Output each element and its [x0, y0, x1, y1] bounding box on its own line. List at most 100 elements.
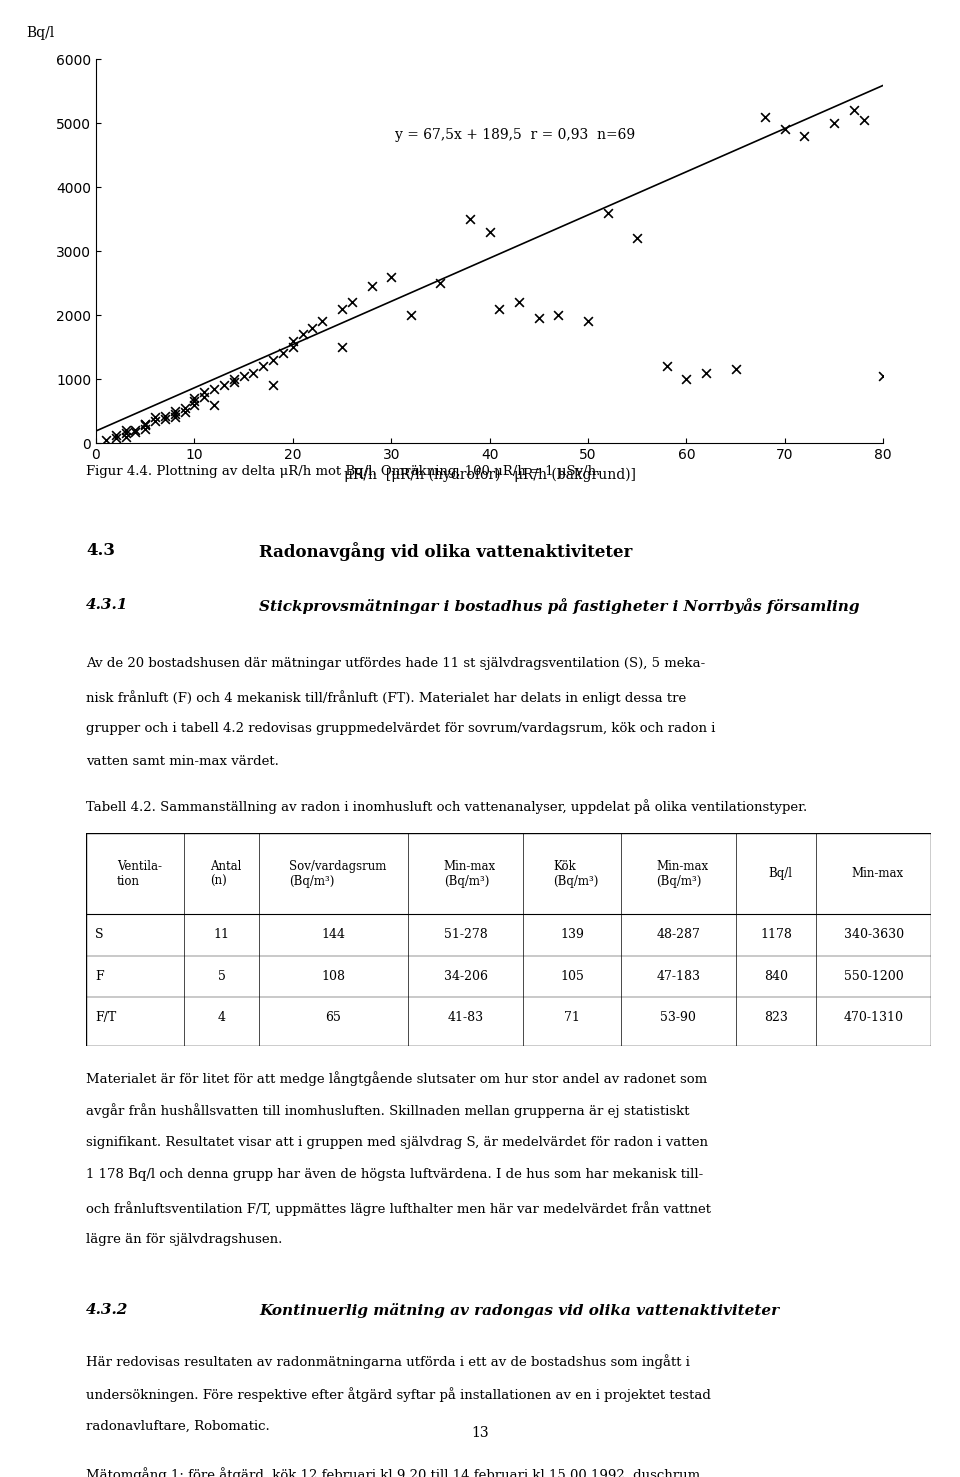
Text: S: S — [95, 929, 104, 941]
Text: Figur 4.4. Plottning av delta μR/h mot Bq/l. Omräkning, 100 μR/h = 1 μSv/h.: Figur 4.4. Plottning av delta μR/h mot B… — [86, 465, 601, 479]
Point — [186, 390, 203, 414]
Point — [98, 428, 113, 452]
Point — [482, 220, 497, 244]
Text: Bq/l: Bq/l — [768, 867, 792, 880]
Point — [679, 368, 694, 391]
Text: 34-206: 34-206 — [444, 970, 488, 982]
Point — [876, 365, 891, 388]
Point — [512, 291, 527, 315]
Point — [186, 393, 203, 417]
Point — [305, 316, 321, 340]
Text: F: F — [95, 970, 104, 982]
Text: nisk frånluft (F) och 4 mekanisk till/frånluft (FT). Materialet har delats in en: nisk frånluft (F) och 4 mekanisk till/fr… — [86, 690, 686, 705]
Text: Min-max
(Bq/m³): Min-max (Bq/m³) — [444, 860, 496, 888]
Point — [177, 400, 192, 424]
Point — [600, 201, 615, 225]
Text: 11: 11 — [213, 929, 229, 941]
Point — [118, 425, 133, 449]
Point — [334, 335, 349, 359]
Point — [403, 303, 419, 326]
Text: undersökningen. Före respektive efter åtgärd syftar på installationen av en i pr: undersökningen. Före respektive efter åt… — [86, 1387, 711, 1402]
Text: y = 67,5x + 189,5  r = 0,93  n=69: y = 67,5x + 189,5 r = 0,93 n=69 — [396, 128, 636, 142]
Text: och frånluftsventilation F/T, uppmättes lägre lufthalter men här var medelvärdet: och frånluftsventilation F/T, uppmättes … — [86, 1201, 711, 1216]
Point — [147, 406, 162, 430]
Point — [276, 341, 291, 365]
Text: Kontinuerlig mätning av radongas vid olika vattenaktiviteter: Kontinuerlig mätning av radongas vid oli… — [259, 1303, 780, 1317]
Text: 1 178 Bq/l och denna grupp har även de högsta luftvärdena. I de hus som har meka: 1 178 Bq/l och denna grupp har även de h… — [86, 1168, 704, 1182]
Point — [580, 310, 595, 334]
Point — [551, 303, 566, 326]
Point — [265, 349, 280, 372]
Text: lägre än för självdragshusen.: lägre än för självdragshusen. — [86, 1233, 283, 1247]
Point — [856, 108, 872, 131]
Point — [285, 335, 300, 359]
Point — [797, 124, 812, 148]
Point — [137, 412, 153, 436]
Text: Tabell 4.2. Sammanställning av radon i inomhusluft och vattenanalyser, uppdelat : Tabell 4.2. Sammanställning av radon i i… — [86, 799, 807, 814]
Point — [492, 297, 507, 321]
Point — [108, 427, 123, 450]
Text: 53-90: 53-90 — [660, 1012, 696, 1024]
Y-axis label: Bq/l: Bq/l — [27, 27, 55, 40]
Text: 144: 144 — [322, 929, 346, 941]
Text: 71: 71 — [564, 1012, 580, 1024]
Point — [757, 105, 773, 128]
Point — [246, 360, 261, 384]
Text: 823: 823 — [764, 1012, 788, 1024]
Point — [216, 374, 231, 397]
Point — [157, 408, 173, 431]
Point — [128, 419, 143, 443]
Point — [433, 272, 448, 295]
Text: 48-287: 48-287 — [657, 929, 700, 941]
Text: Min-max: Min-max — [852, 867, 904, 880]
Point — [157, 405, 173, 428]
Text: Radonavgång vid olika vattenaktiviteter: Radonavgång vid olika vattenaktiviteter — [259, 542, 633, 561]
Point — [227, 371, 242, 394]
Text: 47-183: 47-183 — [657, 970, 701, 982]
Point — [827, 111, 842, 134]
Text: F/T: F/T — [95, 1012, 116, 1024]
Point — [177, 396, 192, 419]
Text: 1178: 1178 — [760, 929, 792, 941]
Text: 51-278: 51-278 — [444, 929, 488, 941]
Point — [197, 380, 212, 403]
Point — [846, 99, 861, 123]
Text: avgår från hushållsvatten till inomhusluften. Skillnaden mellan grupperna är ej : avgår från hushållsvatten till inomhuslu… — [86, 1103, 690, 1118]
Point — [206, 377, 222, 400]
Text: 139: 139 — [560, 929, 584, 941]
Point — [334, 297, 349, 321]
Point — [167, 406, 182, 430]
Point — [186, 387, 203, 411]
Text: 4.3.1: 4.3.1 — [86, 598, 129, 611]
Text: Kök
(Bq/m³): Kök (Bq/m³) — [554, 860, 599, 888]
X-axis label: μR/h  [μR/h (hydrofor) - μR/h (bakgrund)]: μR/h [μR/h (hydrofor) - μR/h (bakgrund)] — [344, 468, 636, 482]
Text: radonavluftare, Robomatic.: radonavluftare, Robomatic. — [86, 1419, 270, 1433]
Text: 108: 108 — [322, 970, 346, 982]
Point — [315, 310, 330, 334]
Point — [531, 307, 546, 331]
Text: 105: 105 — [560, 970, 584, 982]
Text: Av de 20 bostadshusen där mätningar utfördes hade 11 st självdragsventilation (S: Av de 20 bostadshusen där mätningar utfö… — [86, 657, 706, 671]
Point — [728, 357, 743, 381]
Point — [128, 418, 143, 442]
Point — [255, 354, 271, 378]
Point — [137, 417, 153, 440]
Point — [383, 264, 399, 288]
Point — [777, 118, 792, 142]
Text: Mätomgång 1: före åtgärd, kök 12 februari kl 9.20 till 14 februari kl 15.00 1992: Mätomgång 1: före åtgärd, kök 12 februar… — [86, 1467, 701, 1477]
Text: 840: 840 — [764, 970, 788, 982]
Point — [108, 424, 123, 448]
Text: Min-max
(Bq/m³): Min-max (Bq/m³) — [657, 860, 708, 888]
Point — [206, 393, 222, 417]
Point — [118, 418, 133, 442]
Text: Ventila-
tion: Ventila- tion — [117, 860, 162, 888]
Point — [345, 291, 360, 315]
Text: Materialet är för litet för att medge långtgående slutsater om hur stor andel av: Materialet är för litet för att medge lå… — [86, 1071, 708, 1086]
Text: vatten samt min-max värdet.: vatten samt min-max värdet. — [86, 755, 279, 768]
Text: 4.3.2: 4.3.2 — [86, 1303, 129, 1316]
Point — [137, 414, 153, 437]
Point — [630, 226, 645, 250]
Point — [295, 322, 310, 346]
Text: 470-1310: 470-1310 — [844, 1012, 903, 1024]
Point — [118, 422, 133, 446]
